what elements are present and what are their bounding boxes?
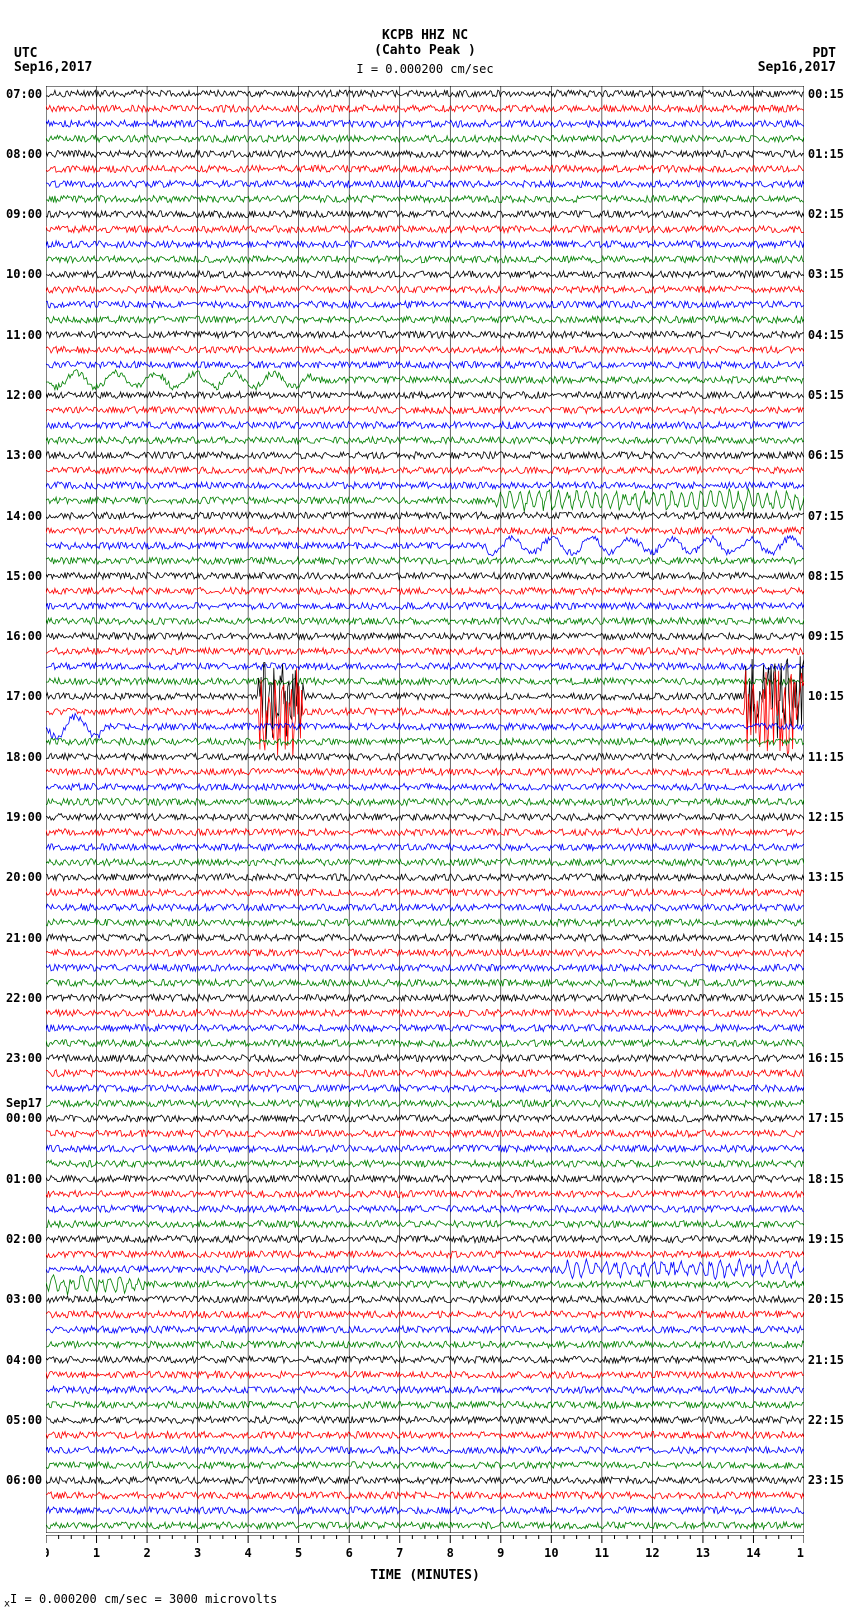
left-hour-label: 02:00 [6, 1232, 42, 1246]
right-hour-label: 10:15 [808, 689, 844, 703]
footer-bar-icon: I [10, 1592, 17, 1606]
location-subtitle: (Cahto Peak ) [0, 43, 850, 58]
date-right-label: Sep16,2017 [758, 60, 836, 75]
right-hour-label: 12:15 [808, 810, 844, 824]
svg-text:14: 14 [746, 1546, 760, 1560]
left-hour-label: 06:00 [6, 1473, 42, 1487]
x-axis: 0123456789101112131415 [46, 1535, 804, 1565]
right-hour-label: 23:15 [808, 1473, 844, 1487]
svg-text:4: 4 [245, 1546, 252, 1560]
right-hour-label: 20:15 [808, 1292, 844, 1306]
helicorder-chart: UTC Sep16,2017 PDT Sep16,2017 KCPB HHZ N… [0, 0, 850, 1613]
right-hour-label: 18:15 [808, 1172, 844, 1186]
left-hour-label: 11:00 [6, 328, 42, 342]
left-hour-label: 19:00 [6, 810, 42, 824]
left-hour-label: 22:00 [6, 991, 42, 1005]
footer-text: = 0.000200 cm/sec = 3000 microvolts [25, 1592, 278, 1606]
left-hour-labels: 07:00 08:00 09:00 10:00 11:00 12:00 13:00 14:00… [6, 86, 46, 1533]
left-hour-label: 17:00 [6, 689, 42, 703]
right-hour-labels: 00:15 01:15 02:15 03:15 04:15 05:15 06:15 07:15… [804, 86, 844, 1533]
svg-text:15: 15 [797, 1546, 804, 1560]
right-hour-label: 07:15 [808, 509, 844, 523]
left-hour-label: 14:00 [6, 509, 42, 523]
svg-text:0: 0 [46, 1546, 50, 1560]
right-hour-label: 00:15 [808, 87, 844, 101]
date-marker-left: Sep17 [6, 1096, 42, 1110]
left-hour-label: 21:00 [6, 931, 42, 945]
right-hour-label: 14:15 [808, 931, 844, 945]
left-hour-label: 10:00 [6, 267, 42, 281]
date-left-label: Sep16,2017 [14, 60, 92, 75]
station-title: KCPB HHZ NC [0, 0, 850, 43]
left-hour-label: 08:00 [6, 147, 42, 161]
left-hour-label: 00:00 [6, 1111, 42, 1125]
x-axis-label: TIME (MINUTES) [0, 1568, 850, 1583]
left-hour-label: 01:00 [6, 1172, 42, 1186]
right-hour-label: 19:15 [808, 1232, 844, 1246]
svg-text:9: 9 [497, 1546, 504, 1560]
svg-text:12: 12 [645, 1546, 659, 1560]
right-hour-label: 08:15 [808, 569, 844, 583]
right-hour-label: 22:15 [808, 1413, 844, 1427]
seismogram-svg [46, 86, 804, 1533]
svg-text:11: 11 [595, 1546, 609, 1560]
svg-text:1: 1 [93, 1546, 100, 1560]
footer-scale: xI = 0.000200 cm/sec = 3000 microvolts [4, 1592, 277, 1609]
scale-text: = 0.000200 cm/sec [371, 62, 494, 76]
svg-text:7: 7 [396, 1546, 403, 1560]
left-hour-label: 04:00 [6, 1353, 42, 1367]
tz-right-label: PDT [813, 46, 836, 61]
left-hour-label: 13:00 [6, 448, 42, 462]
right-hour-label: 13:15 [808, 870, 844, 884]
svg-text:3: 3 [194, 1546, 201, 1560]
left-hour-label: 16:00 [6, 629, 42, 643]
scale-bar-icon: I [356, 62, 363, 76]
left-hour-label: 05:00 [6, 1413, 42, 1427]
right-hour-label: 15:15 [808, 991, 844, 1005]
right-hour-label: 01:15 [808, 147, 844, 161]
left-hour-label: 18:00 [6, 750, 42, 764]
right-hour-label: 09:15 [808, 629, 844, 643]
left-hour-label: 03:00 [6, 1292, 42, 1306]
left-hour-label: 07:00 [6, 87, 42, 101]
right-hour-label: 16:15 [808, 1051, 844, 1065]
left-hour-label: 23:00 [6, 1051, 42, 1065]
scale-indicator: I = 0.000200 cm/sec [0, 58, 850, 76]
left-hour-label: 12:00 [6, 388, 42, 402]
seismogram-plot [46, 86, 804, 1533]
right-hour-label: 05:15 [808, 388, 844, 402]
svg-text:13: 13 [696, 1546, 710, 1560]
right-hour-label: 03:15 [808, 267, 844, 281]
right-hour-label: 04:15 [808, 328, 844, 342]
svg-text:10: 10 [544, 1546, 558, 1560]
svg-text:2: 2 [143, 1546, 150, 1560]
right-hour-label: 06:15 [808, 448, 844, 462]
right-hour-label: 21:15 [808, 1353, 844, 1367]
svg-text:8: 8 [447, 1546, 454, 1560]
svg-text:5: 5 [295, 1546, 302, 1560]
svg-text:6: 6 [346, 1546, 353, 1560]
tz-left-label: UTC [14, 46, 37, 61]
right-hour-label: 17:15 [808, 1111, 844, 1125]
left-hour-label: 09:00 [6, 207, 42, 221]
right-hour-label: 11:15 [808, 750, 844, 764]
left-hour-label: 15:00 [6, 569, 42, 583]
right-hour-label: 02:15 [808, 207, 844, 221]
left-hour-label: 20:00 [6, 870, 42, 884]
x-axis-svg: 0123456789101112131415 [46, 1535, 804, 1565]
